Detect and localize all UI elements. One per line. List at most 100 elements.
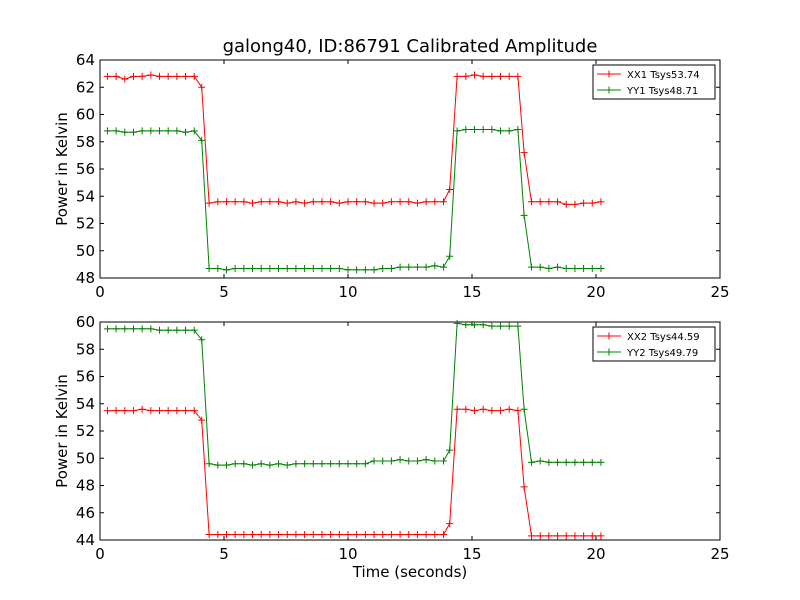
data-point <box>301 460 309 468</box>
x-tick-label: 20 <box>586 283 605 301</box>
y-tick-label: 48 <box>76 477 95 495</box>
data-point <box>156 407 164 415</box>
data-point <box>562 264 570 272</box>
data-point <box>439 457 447 465</box>
y-tick-label: 60 <box>76 313 95 331</box>
data-point <box>292 531 300 539</box>
data-point <box>147 325 155 333</box>
data-point <box>353 531 361 539</box>
data-point <box>182 407 190 415</box>
data-point <box>147 71 155 79</box>
data-point <box>571 200 579 208</box>
data-point <box>562 532 570 540</box>
data-point <box>309 460 317 468</box>
data-point <box>462 321 470 329</box>
data-point <box>283 531 291 539</box>
data-point <box>318 198 326 206</box>
data-point <box>379 199 387 207</box>
data-point <box>266 198 274 206</box>
data-point <box>462 125 470 133</box>
y-tick-label: 56 <box>76 160 95 178</box>
y-tick-label: 54 <box>76 395 95 413</box>
data-point <box>198 416 206 424</box>
data-point <box>422 198 430 206</box>
data-point <box>528 263 536 271</box>
data-point <box>249 461 257 469</box>
data-point <box>121 325 129 333</box>
data-point <box>138 325 146 333</box>
data-point <box>562 458 570 466</box>
y-tick-label: 56 <box>76 368 95 386</box>
data-point <box>520 405 528 413</box>
data-point <box>275 198 283 206</box>
data-point <box>396 198 404 206</box>
data-point <box>580 532 588 540</box>
data-point <box>103 72 111 80</box>
data-point <box>214 198 222 206</box>
y-tick-label: 50 <box>76 242 95 260</box>
data-point <box>231 198 239 206</box>
data-point <box>554 458 562 466</box>
data-point <box>266 461 274 469</box>
data-point <box>545 458 553 466</box>
data-point <box>431 531 439 539</box>
data-point <box>156 326 164 334</box>
data-point <box>205 531 213 539</box>
data-point <box>536 198 544 206</box>
data-point <box>182 326 190 334</box>
data-point <box>422 531 430 539</box>
data-point <box>387 264 395 272</box>
y-tick-label: 64 <box>76 51 95 69</box>
data-point <box>479 405 487 413</box>
series-1 <box>103 71 605 208</box>
y-tick-label: 60 <box>76 106 95 124</box>
data-point <box>249 264 257 272</box>
data-point <box>222 461 230 469</box>
data-point <box>283 199 291 207</box>
data-point <box>190 407 198 415</box>
data-point <box>275 264 283 272</box>
data-point <box>488 322 496 330</box>
y-tick-label: 62 <box>76 78 95 96</box>
y-axis-label: Power in Kelvin <box>53 112 71 226</box>
panel-2: 0 5 10 15 20 25 44 46 48 50 52 54 56 58 60 Power in Kel… <box>53 313 730 563</box>
legend-entry: XX1 Tsys53.74 <box>627 70 700 81</box>
data-point <box>413 457 421 465</box>
legend-box <box>592 326 716 362</box>
data-point <box>353 460 361 468</box>
data-point <box>520 483 528 491</box>
data-point <box>387 457 395 465</box>
data-point <box>173 407 181 415</box>
data-point <box>462 72 470 80</box>
data-point <box>327 460 335 468</box>
data-point <box>190 326 198 334</box>
x-tick-label: 25 <box>710 283 729 301</box>
series-2 <box>103 125 605 274</box>
data-point <box>112 72 120 80</box>
data-point <box>536 532 544 540</box>
data-point <box>505 127 513 135</box>
data-point <box>164 127 172 135</box>
data-point <box>580 458 588 466</box>
data-point <box>446 252 454 260</box>
data-point <box>190 72 198 80</box>
panel-1: 0 5 10 15 20 25 48 50 52 54 56 58 60 62 64 Power in Kel… <box>53 51 730 301</box>
data-point <box>257 264 265 272</box>
data-point <box>514 72 522 80</box>
data-point <box>205 199 213 207</box>
data-point <box>361 460 369 468</box>
data-point <box>446 185 454 193</box>
data-point <box>413 199 421 207</box>
y-tick-label: 46 <box>76 504 95 522</box>
data-point <box>571 458 579 466</box>
data-point <box>121 75 129 83</box>
data-point <box>173 127 181 135</box>
data-point <box>588 199 596 207</box>
data-point <box>335 199 343 207</box>
data-point <box>173 326 181 334</box>
data-point <box>190 127 198 135</box>
data-point <box>370 266 378 274</box>
data-point <box>413 531 421 539</box>
data-point <box>231 264 239 272</box>
